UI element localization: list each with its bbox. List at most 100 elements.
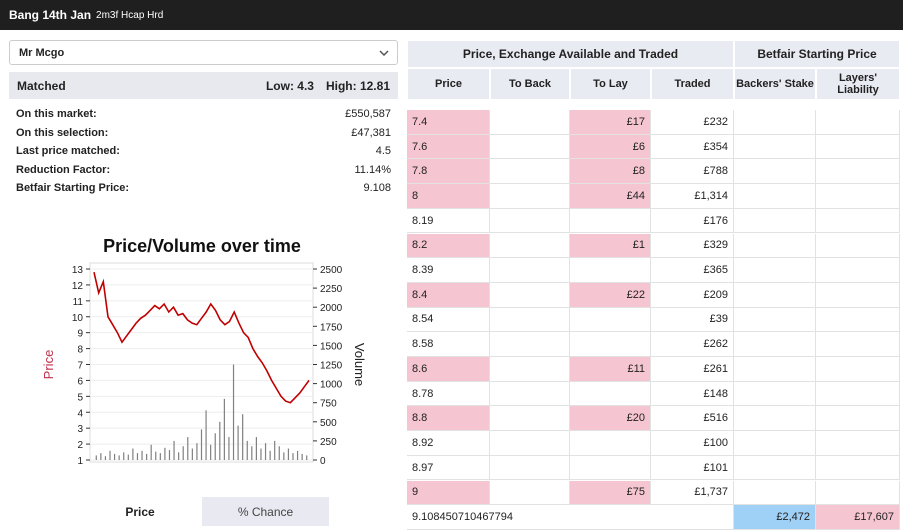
- to-back-cell: [490, 406, 570, 432]
- traded-cell: £209: [651, 282, 734, 308]
- plot-area: [89, 262, 314, 463]
- y2-tick-label: 1250: [320, 361, 343, 372]
- price-cell: 7.8: [407, 159, 490, 185]
- to-lay-cell: £17: [570, 110, 651, 135]
- layers-cell: [816, 332, 900, 357]
- volume-bar: [260, 448, 262, 460]
- volume-bar: [301, 453, 303, 460]
- to-back-cell: [490, 455, 570, 481]
- price-cell: 8.6: [407, 357, 490, 382]
- price-cell: 7.6: [407, 134, 490, 160]
- layers-cell: [816, 208, 900, 234]
- volume-bar: [242, 414, 244, 460]
- traded-cell: £1,314: [651, 184, 734, 209]
- price-cell: 8.4: [407, 282, 490, 308]
- y2-tick-label: 500: [320, 418, 337, 429]
- volume-bar: [159, 453, 161, 460]
- to-back-cell: [490, 208, 570, 234]
- price-cell: 8.78: [407, 381, 490, 407]
- y-tick-label: 12: [72, 281, 84, 292]
- traded-cell: £232: [651, 110, 734, 135]
- traded-cell: £100: [651, 431, 734, 456]
- volume-bar: [123, 452, 125, 460]
- layers-cell: [816, 258, 900, 283]
- volume-bar: [232, 364, 235, 460]
- column-header: To Back: [490, 68, 570, 100]
- layers-cell: [816, 159, 900, 185]
- backers-cell: [734, 455, 816, 481]
- layers-cell: [816, 381, 900, 407]
- backers-cell: [734, 258, 816, 283]
- y2-tick-label: 2000: [320, 303, 343, 314]
- volume-bar: [228, 437, 230, 460]
- layers-cell: [816, 455, 900, 481]
- volume-bar: [178, 452, 180, 460]
- to-back-cell: [490, 110, 570, 135]
- to-lay-cell: £8: [570, 159, 651, 185]
- volume-bar: [223, 398, 225, 460]
- volume-bar: [164, 447, 166, 460]
- sp-price-cell: 9.108450710467794: [407, 505, 734, 530]
- volume-bar: [118, 455, 120, 460]
- backers-cell: [734, 134, 816, 160]
- price-cell: 8.2: [407, 233, 490, 259]
- volume-bar: [210, 444, 212, 460]
- to-lay-cell: [570, 431, 651, 456]
- runner-select[interactable]: Mr Mcgo: [9, 40, 398, 65]
- volume-bar: [150, 444, 152, 460]
- volume-bar: [173, 440, 175, 460]
- to-lay-cell: £1: [570, 233, 651, 259]
- to-lay-cell: £6: [570, 134, 651, 160]
- info-list: On this market: £550,587 On this selection…: [16, 105, 391, 200]
- to-back-cell: [490, 134, 570, 160]
- to-back-cell: [490, 307, 570, 333]
- y2-tick-label: 1000: [320, 380, 343, 391]
- y-tick-label: 5: [77, 392, 83, 403]
- price-table: Price, Exchange Available and Traded Betf…: [407, 40, 901, 530]
- backers-stake-cell: £2,472: [734, 505, 816, 530]
- layers-cell: [816, 110, 900, 135]
- layers-cell: [816, 282, 900, 308]
- volume-bar: [141, 450, 143, 460]
- y-tick-label: 10: [72, 313, 84, 324]
- volume-bar: [132, 448, 134, 460]
- info-value: 9.108: [363, 182, 391, 195]
- volume-bar: [214, 433, 216, 460]
- traded-cell: £329: [651, 233, 734, 259]
- volume-bar: [274, 440, 276, 460]
- toggle-chance[interactable]: % Chance: [237, 504, 294, 519]
- price-cell: 7.4: [407, 110, 490, 135]
- volume-bar: [278, 446, 280, 460]
- volume-bar: [136, 453, 139, 460]
- group-header: Price, Exchange Available and Traded: [407, 40, 734, 68]
- traded-cell: £354: [651, 134, 734, 160]
- volume-bar: [205, 410, 207, 460]
- volume-bar: [100, 453, 102, 460]
- to-lay-cell: [570, 208, 651, 234]
- backers-cell: [734, 431, 816, 456]
- to-lay-cell: £22: [570, 282, 651, 308]
- to-lay-cell: [570, 258, 651, 283]
- runner-name: Mr Mcgo: [19, 46, 65, 59]
- column-header: Backers' Stake: [734, 68, 816, 100]
- y-tick-label: 1: [77, 456, 83, 467]
- price-cell: 8.97: [407, 455, 490, 481]
- chart-title: Price/Volume over time: [103, 236, 301, 256]
- layers-cell: [816, 406, 900, 432]
- traded-cell: £1,737: [651, 480, 734, 506]
- info-label: On this market:: [16, 108, 97, 120]
- info-label: Betfair Starting Price:: [16, 182, 130, 195]
- y-tick-label: 8: [77, 345, 83, 356]
- backers-cell: [734, 233, 816, 259]
- backers-cell: [734, 406, 816, 432]
- info-value: £47,381: [351, 126, 391, 139]
- volume-bar: [283, 452, 285, 460]
- toggle-price[interactable]: Price: [78, 497, 202, 526]
- volume-bar: [182, 446, 184, 460]
- volume-bar: [168, 450, 171, 460]
- volume-bar: [95, 455, 97, 460]
- column-header: Traded: [651, 68, 734, 100]
- volume-bar: [113, 453, 116, 460]
- y-tick-label: 6: [77, 376, 83, 387]
- backers-cell: [734, 159, 816, 185]
